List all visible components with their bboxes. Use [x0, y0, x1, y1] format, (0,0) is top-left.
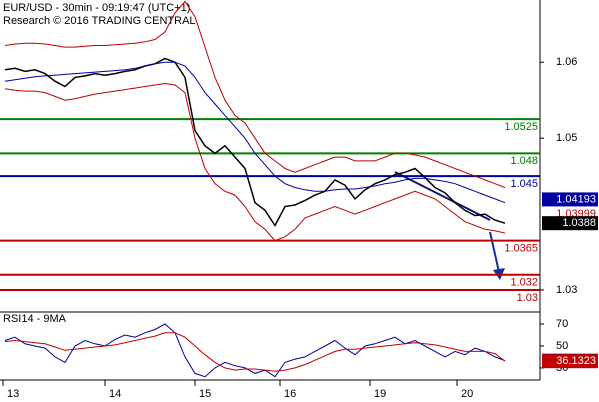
x-tick-label: 16: [284, 388, 296, 400]
x-tick-label: 20: [461, 388, 473, 400]
x-tick-label: 14: [109, 388, 121, 400]
x-tick-label: 19: [374, 388, 386, 400]
series-line: [4, 82, 506, 242]
level-label: 1.0365: [504, 243, 538, 255]
y-tick-label: 1.05: [556, 132, 577, 144]
price-marker-label: 1.04193: [556, 193, 596, 205]
level-label: 1.048: [510, 155, 538, 167]
y-tick-label: 1.06: [556, 56, 577, 68]
price-marker-label: 36.1323: [556, 355, 596, 367]
price-marker: [542, 354, 598, 369]
price-marker-label: 1.0388: [562, 217, 596, 229]
series-line: [4, 57, 506, 227]
series-line: [4, 61, 506, 204]
series-line: [4, 323, 506, 378]
chart-subtitle: Research © 2016 TRADING CENTRAL: [3, 15, 196, 27]
level-label: 1.032: [510, 277, 538, 289]
level-label: 1.03: [517, 292, 538, 304]
y-tick-label: 50: [556, 340, 568, 352]
arrow-shaft: [489, 231, 500, 273]
x-tick-label: 15: [199, 388, 211, 400]
level-label: 1.0525: [504, 121, 538, 133]
rsi-title: RSI14 - 9MA: [3, 313, 67, 325]
y-tick-label: 1.03: [556, 284, 577, 296]
level-label: 1.045: [510, 178, 538, 190]
series-line: [4, 332, 506, 372]
chart-title: EUR/USD - 30min - 09:19:47 (UTC+1): [3, 2, 190, 14]
price-marker: [542, 192, 598, 207]
x-tick-label: 13: [7, 388, 19, 400]
y-tick-label: 70: [556, 318, 568, 330]
price-marker: [542, 216, 598, 231]
trend-line: [394, 171, 491, 221]
series-line: [4, 0, 506, 188]
